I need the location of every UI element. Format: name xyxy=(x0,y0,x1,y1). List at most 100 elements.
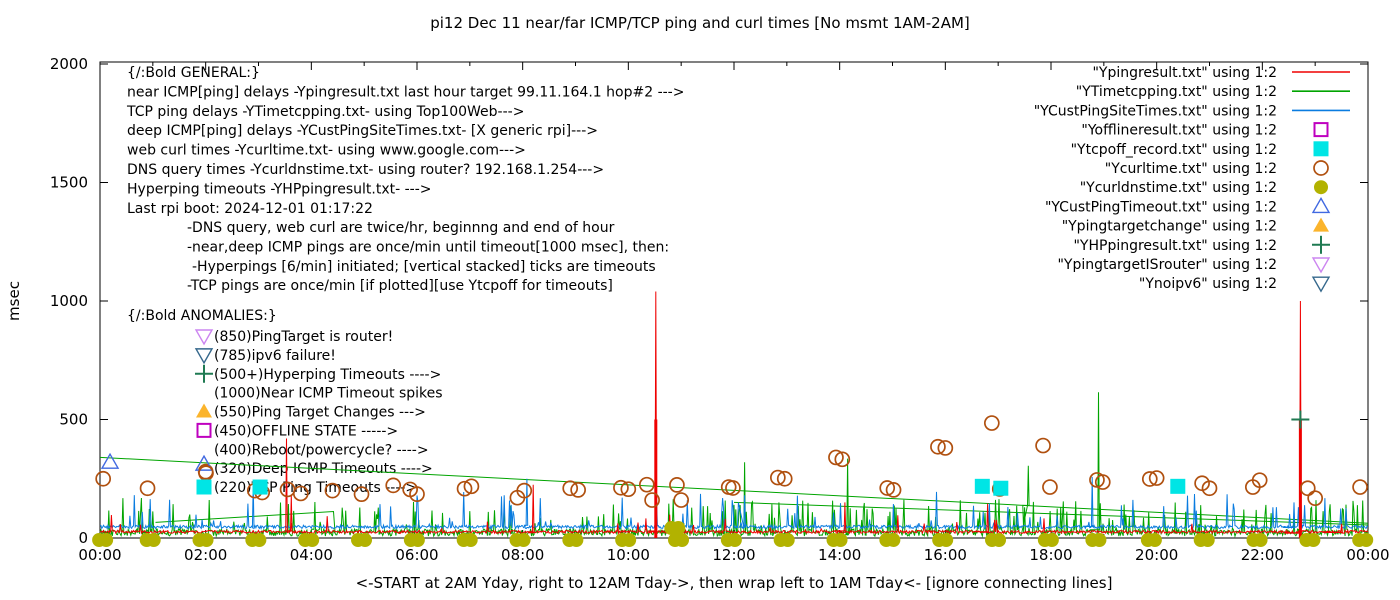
point-Ycurldnstime.txt xyxy=(1359,533,1374,547)
point-Ycurltime.txt xyxy=(1251,472,1268,489)
point-Ycurldnstime.txt xyxy=(886,533,901,547)
point-Ycurltime.txt xyxy=(638,476,655,493)
legend-label: "Ytcpoff_record.txt" using 1:2 xyxy=(1071,142,1277,158)
anomaly-marker xyxy=(196,403,212,418)
point-Ycurldnstime.txt xyxy=(1200,533,1215,547)
point-Ycurltime.txt xyxy=(644,492,660,508)
point-Ycurltime.txt xyxy=(463,478,480,495)
legend-label: "YCustPingTimeout.txt" using 1:2 xyxy=(1045,199,1277,215)
legend-sample-marker xyxy=(1313,122,1329,138)
point-Ycurltime.txt xyxy=(292,485,309,502)
legend-sample-marker xyxy=(1313,217,1329,232)
point-Ycurltime.txt xyxy=(1094,474,1111,490)
legend-sample-marker xyxy=(1314,180,1328,195)
point-Ycurltime.txt xyxy=(770,469,786,486)
anomalies-header: {/:Bold ANOMALIES:} xyxy=(127,308,277,324)
point-Ycurldnstime.txt xyxy=(252,533,267,547)
trend-line-YTimetcpping.txt xyxy=(733,501,1369,526)
point-Ycurldnstime.txt xyxy=(199,533,214,547)
measurement-note-line: -TCP pings are once/min [if plotted][use… xyxy=(187,278,613,294)
legend-label: "Ypingresult.txt" using 1:2 xyxy=(1092,65,1277,81)
legend-sample-marker xyxy=(1311,276,1331,293)
legend-label: "YHPpingresult.txt" using 1:2 xyxy=(1073,238,1277,254)
x-tick-label: 00:00 xyxy=(1346,546,1389,564)
y-tick-label: 0 xyxy=(78,529,88,547)
thick-spike-Ypingresult.txt xyxy=(1298,419,1302,538)
x-tick-label: 18:00 xyxy=(1029,546,1072,564)
point-Ycurldnstime.txt xyxy=(1092,533,1107,547)
point-Ytcpoff_record.txt xyxy=(252,479,268,495)
point-Ycurldnstime.txt xyxy=(939,533,954,547)
point-Ycurltime.txt xyxy=(456,480,473,497)
point-Ycurldnstime.txt xyxy=(675,533,690,547)
point-Ycurldnstime.txt xyxy=(463,533,478,547)
point-Ycurltime.txt xyxy=(937,440,954,456)
point-Ycurltime.txt xyxy=(1299,480,1316,497)
trend-line-YTimetcpping.txt xyxy=(155,510,336,534)
point-Ycurltime.txt xyxy=(516,482,533,499)
point-Ycurltime.txt xyxy=(879,480,896,496)
legend-sample-marker xyxy=(1313,141,1329,157)
point-Ycurltime.txt xyxy=(1352,479,1368,495)
anomaly-note-line: (550)Ping Target Changes ---> xyxy=(214,405,426,421)
legend-sample-marker xyxy=(1311,257,1331,274)
legend-label: "Ypingtargetchange" using 1:2 xyxy=(1062,219,1277,235)
anomaly-note-line: (400)Reboot/powercycle? ----> xyxy=(214,442,429,458)
point-Ycurltime.txt xyxy=(930,438,946,455)
legend-label: "Ycurldnstime.txt" using 1:2 xyxy=(1080,180,1277,196)
anomaly-note-line: (1000)Near ICMP Timeout spikes xyxy=(214,386,443,402)
point-Ycurltime.txt xyxy=(139,480,156,497)
point-Ytcpoff_record.txt xyxy=(1170,478,1186,494)
legend-label: "Ynoipv6" using 1:2 xyxy=(1139,276,1277,292)
x-tick-label: 08:00 xyxy=(501,546,544,564)
point-Ycurltime.txt xyxy=(834,451,851,468)
point-Ycurltime.txt xyxy=(95,470,112,487)
point-Ycurltime.txt xyxy=(1042,479,1058,495)
point-Ycurldnstime.txt xyxy=(1044,533,1059,547)
point-Ycurltime.txt xyxy=(570,482,586,498)
point-Ycurltime.txt xyxy=(669,477,685,493)
anomaly-marker xyxy=(196,422,212,438)
x-axis-caption: <-START at 2AM Yday, right to 12AM Tday-… xyxy=(355,574,1113,592)
point-YCustPingTimeout.txt xyxy=(100,452,120,469)
anomaly-marker xyxy=(194,454,214,471)
anomaly-note-line: (450)OFFLINE STATE -----> xyxy=(214,423,398,439)
point-Ycurltime.txt xyxy=(353,486,370,503)
point-Ycurltime.txt xyxy=(562,480,579,497)
point-Ycurldnstime.txt xyxy=(1147,533,1162,547)
anomaly-marker xyxy=(194,348,214,365)
point-Ycurltime.txt xyxy=(613,479,629,496)
x-tick-label: 00:00 xyxy=(78,546,121,564)
x-tick-label: 04:00 xyxy=(290,546,333,564)
legend-sample-marker xyxy=(1311,196,1331,214)
point-Ycurltime.txt xyxy=(885,482,902,498)
point-Ycurldnstime.txt xyxy=(358,533,373,547)
point-Ycurldnstime.txt xyxy=(833,533,848,547)
general-note-line: DNS query times -Ycurldnstime.txt- using… xyxy=(127,162,604,178)
general-note-line: {/:Bold GENERAL:} xyxy=(127,65,260,81)
point-Ycurltime.txt xyxy=(1035,437,1051,454)
legend-label: "YpingtargetISrouter" using 1:2 xyxy=(1057,257,1277,273)
x-tick-label: 10:00 xyxy=(607,546,650,564)
point-Ycurltime.txt xyxy=(1201,480,1218,497)
y-tick-label: 2000 xyxy=(50,55,88,73)
measurement-note-line: -Hyperpings [6/min] initiated; [vertical… xyxy=(192,259,656,275)
point-Ycurltime.txt xyxy=(828,449,844,466)
series-line-YCustPingSiteTimes.txt xyxy=(99,476,1369,531)
measurement-note-line: -DNS query, web curl are twice/hr, begin… xyxy=(187,220,615,236)
anomaly-note-line: (785)ipv6 failure! xyxy=(214,348,336,364)
point-Ytcpoff_record.txt xyxy=(974,478,990,494)
x-tick-label: 22:00 xyxy=(1241,546,1284,564)
point-Ycurldnstime.txt xyxy=(516,533,531,547)
point-Ycurltime.txt xyxy=(983,415,1000,431)
point-Ycurltime.txt xyxy=(776,470,793,487)
point-Ycurldnstime.txt xyxy=(992,533,1007,547)
point-Ycurldnstime.txt xyxy=(671,521,686,536)
general-note-line: Hyperping timeouts -YHPpingresult.txt- -… xyxy=(127,181,432,197)
x-tick-label: 20:00 xyxy=(1135,546,1178,564)
point-Ycurldnstime.txt xyxy=(727,533,742,547)
x-tick-label: 02:00 xyxy=(184,546,227,564)
chart-title: pi12 Dec 11 near/far ICMP/TCP ping and c… xyxy=(430,14,970,32)
